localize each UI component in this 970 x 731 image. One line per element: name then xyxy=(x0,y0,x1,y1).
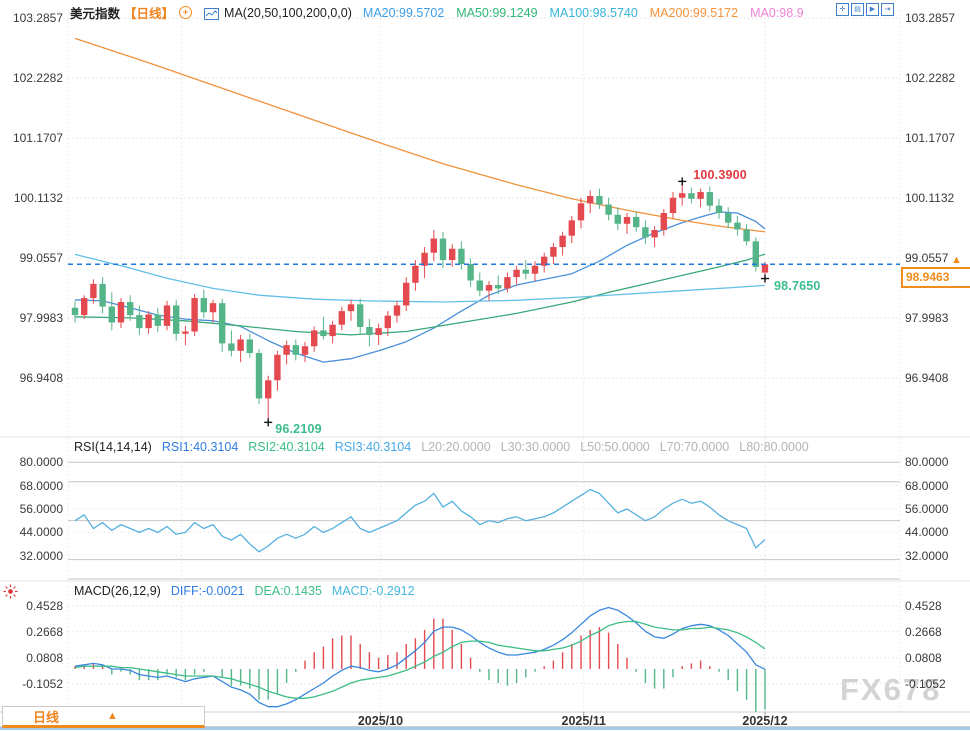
y-axis-label-right: 99.0557 xyxy=(905,251,949,266)
x-axis-label: 2025/12 xyxy=(742,714,788,728)
ma-value-2: MA100:98.5740 xyxy=(549,5,638,20)
y-axis-label-left: 103.2857 xyxy=(12,11,63,26)
ma-values: MA20:99.5702 MA50:99.1249 MA100:98.5740 MA2… xyxy=(363,6,804,20)
y-axis-label-right: -0.1052 xyxy=(905,676,946,691)
y-axis-label-left: 96.9408 xyxy=(19,370,63,385)
y-axis-label-left: -0.1052 xyxy=(22,676,63,691)
rsi-level-label-2: L50:50.0000 xyxy=(580,440,650,454)
rsi-value-2: RSI3:40.3104 xyxy=(334,440,412,454)
collapse-right-icon[interactable]: ⇥ xyxy=(881,3,894,16)
ma-value-4: MA0:98.9 xyxy=(750,5,804,20)
y-axis-label-right: 103.2857 xyxy=(905,11,956,26)
period-tag: 【日线】 xyxy=(124,7,175,21)
high-price-label: 100.3900 xyxy=(693,168,747,183)
ma-indicator-icon[interactable] xyxy=(204,7,220,20)
period-up-arrow-icon: ▲ xyxy=(107,710,118,722)
alert-icon[interactable] xyxy=(3,584,18,604)
september-low-price-label: 96.2109 xyxy=(275,422,322,437)
rsi-indicator-label: RSI(14,14,14) xyxy=(74,440,152,454)
y-axis-label-left: 32.0000 xyxy=(19,548,63,563)
x-axis-label: 2025/10 xyxy=(357,714,404,728)
y-axis-label-right: 0.2668 xyxy=(905,624,942,639)
y-axis-label-left: 80.0000 xyxy=(19,455,63,470)
y-axis-label-left: 0.2668 xyxy=(26,624,63,639)
macd-legend: MACD(26,12,9) DIFF:-0.0021 DEA:0.1435 MACD… xyxy=(74,584,415,598)
main-legend: 美元指数 【日线】 + MA(20,50,100,200,0,0) MA20:9… xyxy=(70,3,804,22)
pan-icon[interactable]: ✛ xyxy=(836,3,849,16)
scroll-to-latest-arrow-icon[interactable]: ▲ xyxy=(951,254,962,267)
rsi-legend: RSI(14,14,14) RSI1:40.3104 RSI2:40.3104 RS… xyxy=(74,440,809,454)
recent-low-price-label: 98.7650 xyxy=(774,278,821,293)
ma-group-label: MA(20,50,100,200,0,0) xyxy=(224,5,352,20)
ma-value-0: MA20:99.5702 xyxy=(362,5,445,20)
y-axis-label-right: 97.9983 xyxy=(905,311,949,325)
macd-indicator-label: MACD(26,12,9) xyxy=(74,584,161,598)
panel-play-icon[interactable]: ▶ xyxy=(866,3,879,16)
y-axis-label-left: 101.1707 xyxy=(12,131,63,146)
rsi-level-label-1: L30:30.0000 xyxy=(500,440,571,454)
macd-value-2: MACD:-0.2912 xyxy=(331,584,415,598)
watermark: FX678 xyxy=(840,672,942,707)
macd-value-1: DEA:0.1435 xyxy=(254,584,322,598)
y-axis-label-right: 102.2282 xyxy=(905,71,956,86)
y-axis-label-right: 100.1132 xyxy=(905,191,955,206)
ma-value-3: MA200:99.5172 xyxy=(649,5,739,20)
y-axis-label-left: 102.2282 xyxy=(12,71,63,86)
rsi-value-1: RSI2:40.3104 xyxy=(248,440,325,454)
y-axis-label-right: 32.0000 xyxy=(905,548,949,563)
last-price-badge: 98.9463 xyxy=(901,267,970,289)
bottom-divider xyxy=(0,726,970,727)
ma-value-1: MA50:99.1249 xyxy=(456,5,538,20)
plus-circle-icon[interactable]: + xyxy=(179,6,193,19)
y-axis-label-left: 44.0000 xyxy=(19,525,63,540)
chart-toolbar: ✛ ▤ ▶ ⇥ xyxy=(836,3,894,16)
instrument-title: 美元指数 xyxy=(70,7,121,21)
rsi-level-label-3: L70:70.0000 xyxy=(659,440,730,454)
y-axis-label-left: 0.0808 xyxy=(26,650,63,665)
rsi-level-label-0: L20:20.0000 xyxy=(421,440,491,454)
y-axis-label-right: 44.0000 xyxy=(905,525,949,540)
y-axis-label-left: 99.0557 xyxy=(19,251,63,266)
y-axis-label-left: 0.4528 xyxy=(26,598,63,613)
y-axis-label-right: 80.0000 xyxy=(905,455,949,470)
panel-window-icon[interactable]: ▤ xyxy=(851,3,864,16)
y-axis-label-left: 68.0000 xyxy=(19,478,63,493)
y-axis-label-left: 100.1132 xyxy=(13,191,63,206)
period-selector-label: 日线 xyxy=(33,709,60,725)
y-axis-label-left: 97.9983 xyxy=(19,311,63,325)
period-selector-button[interactable]: 日线 ▲ xyxy=(2,706,205,728)
rsi-level-label-4: L80:80.0000 xyxy=(739,440,809,454)
y-axis-label-right: 0.4528 xyxy=(905,598,942,613)
x-axis-label: 2025/11 xyxy=(561,714,607,728)
y-axis-label-right: 96.9408 xyxy=(905,370,949,385)
y-axis-label-right: 101.1707 xyxy=(905,131,956,146)
y-axis-label-right: 0.0808 xyxy=(905,650,942,665)
y-axis-label-right: 68.0000 xyxy=(905,478,949,493)
bottom-scroll-strip[interactable] xyxy=(0,727,970,730)
y-axis-label-right: 56.0000 xyxy=(905,502,949,516)
macd-value-0: DIFF:-0.0021 xyxy=(170,584,245,598)
rsi-value-0: RSI1:40.3104 xyxy=(161,440,239,454)
y-axis-label-left: 56.0000 xyxy=(19,502,63,516)
